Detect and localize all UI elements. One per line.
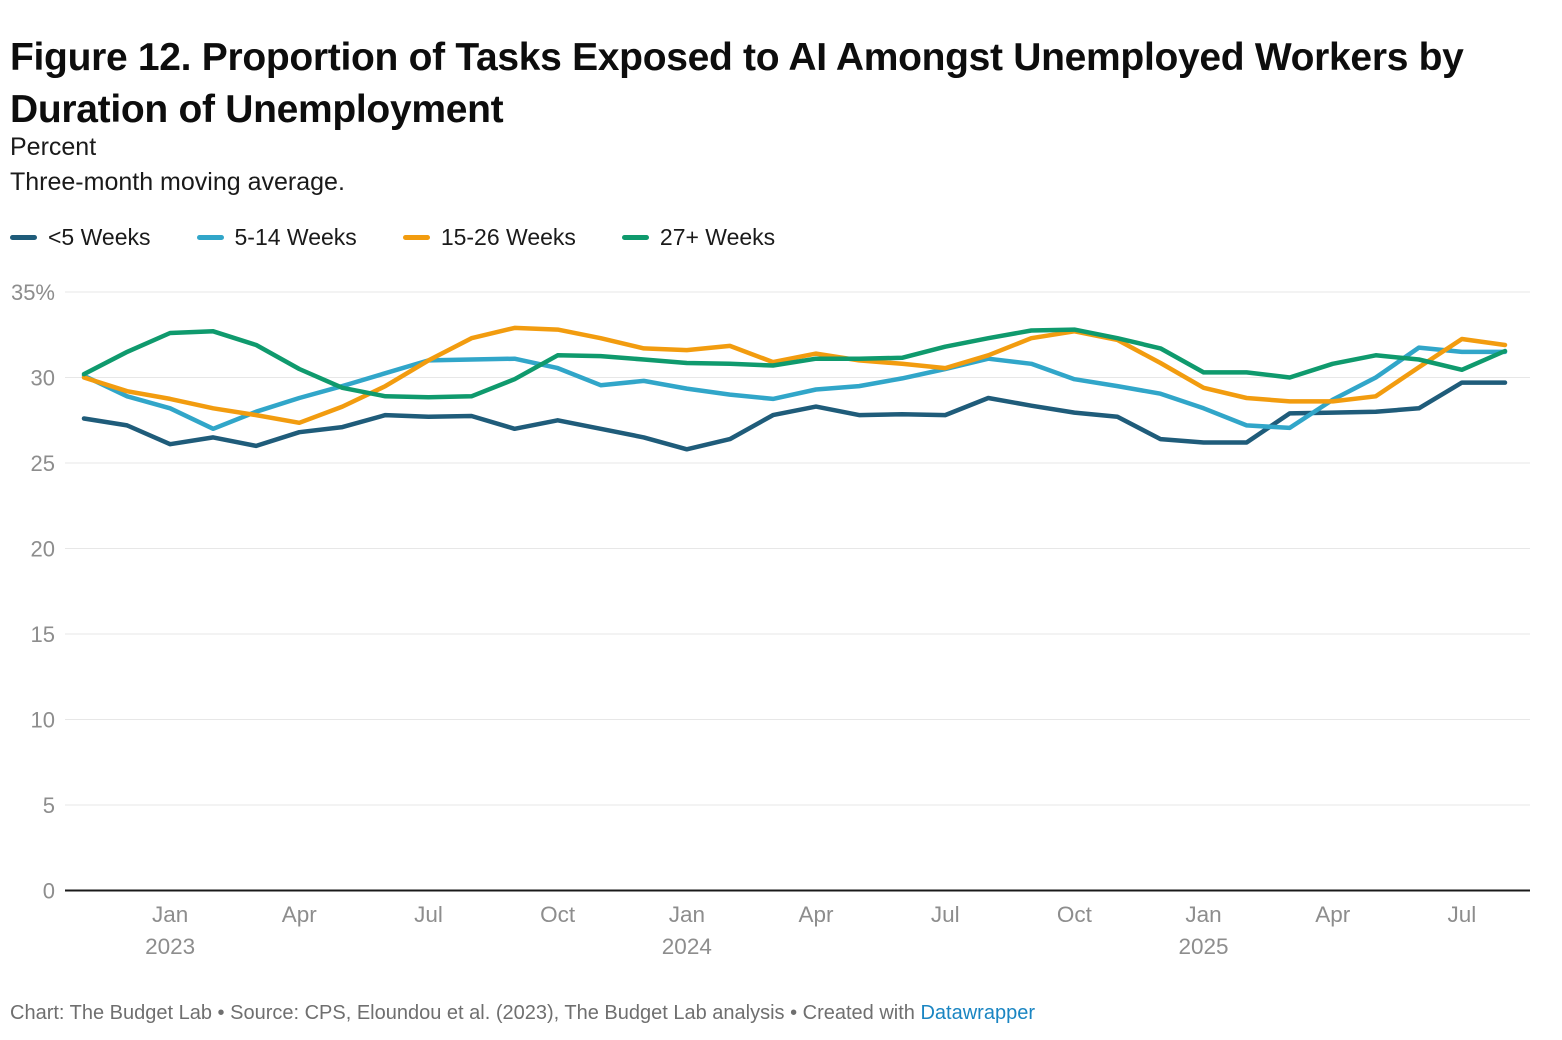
- y-axis-tick-label: 25: [31, 451, 55, 476]
- x-axis-tick-label: Jul: [931, 902, 960, 927]
- legend-item: <5 Weeks: [10, 224, 151, 251]
- legend-swatch-icon: [621, 234, 649, 241]
- legend-swatch-icon: [196, 234, 224, 241]
- line-chart: 35% 30 25 20 15 10 5 0 Jan 2023 Apr Jul Oct Jan 2024 Ap…: [0, 270, 1562, 970]
- x-axis-year-label: 2023: [145, 934, 195, 959]
- subtitle-note: Three-month moving average.: [10, 168, 345, 196]
- x-axis-tick-label: Apr: [282, 902, 318, 927]
- y-axis-tick-label: 30: [31, 366, 55, 391]
- legend-label: 5-14 Weeks: [234, 224, 357, 250]
- x-axis-year-label: 2025: [1179, 934, 1229, 959]
- x-axis-tick-label: Jan: [152, 902, 188, 927]
- x-axis-tick-label: Jul: [1448, 902, 1477, 927]
- legend-item: 5-14 Weeks: [196, 224, 357, 251]
- x-axis-tick-label: Apr: [799, 902, 835, 927]
- x-axis-tick-label: Jan: [1185, 902, 1221, 927]
- x-axis-tick-label: Oct: [540, 902, 576, 927]
- y-axis-tick-label: 5: [43, 793, 55, 818]
- series-line-27-weeks: [81, 327, 1508, 400]
- chart-subtitle: Percent Three-month moving average.: [10, 130, 345, 200]
- y-axis-tick-label: 10: [31, 708, 55, 733]
- y-axis-tick-label: 15: [31, 622, 55, 647]
- series-line-5-14-weeks: [81, 345, 1508, 432]
- legend-label: 27+ Weeks: [659, 224, 776, 250]
- footer-text: Chart: The Budget Lab • Source: CPS, Elo…: [10, 1002, 921, 1024]
- legend: <5 Weeks 5-14 Weeks 15-26 Weeks 27+ Weeks: [10, 224, 775, 251]
- subtitle-units: Percent: [10, 133, 97, 161]
- footer-attribution: Chart: The Budget Lab • Source: CPS, Elo…: [10, 1002, 1035, 1025]
- x-axis-tick-label: Jan: [669, 902, 705, 927]
- legend-swatch-icon: [402, 234, 430, 241]
- legend-swatch-icon: [10, 234, 37, 241]
- y-axis-tick-label: 20: [31, 537, 55, 562]
- legend-label: <5 Weeks: [48, 224, 151, 250]
- x-axis-tick-label: Jul: [414, 902, 443, 927]
- x-axis-tick-label: Apr: [1315, 902, 1351, 927]
- x-axis-year-label: 2024: [662, 934, 712, 959]
- legend-item: 15-26 Weeks: [402, 224, 576, 251]
- y-axis-tick-label: 0: [43, 879, 55, 904]
- y-axis-tick-label: 35%: [11, 280, 55, 305]
- chart-title: Figure 12. Proportion of Tasks Exposed t…: [10, 36, 1464, 132]
- datawrapper-link[interactable]: Datawrapper: [920, 1002, 1035, 1024]
- x-axis-tick-label: Oct: [1057, 902, 1093, 927]
- chart-plot-area[interactable]: [65, 292, 1530, 891]
- legend-item: 27+ Weeks: [621, 224, 776, 251]
- series-line-15-26-weeks: [81, 325, 1508, 426]
- legend-label: 15-26 Weeks: [440, 224, 576, 250]
- chart-canvas: 35% 30 25 20 15 10 5 0 Jan 2023 Apr Jul Oct Jan 2024 Ap…: [11, 280, 1530, 959]
